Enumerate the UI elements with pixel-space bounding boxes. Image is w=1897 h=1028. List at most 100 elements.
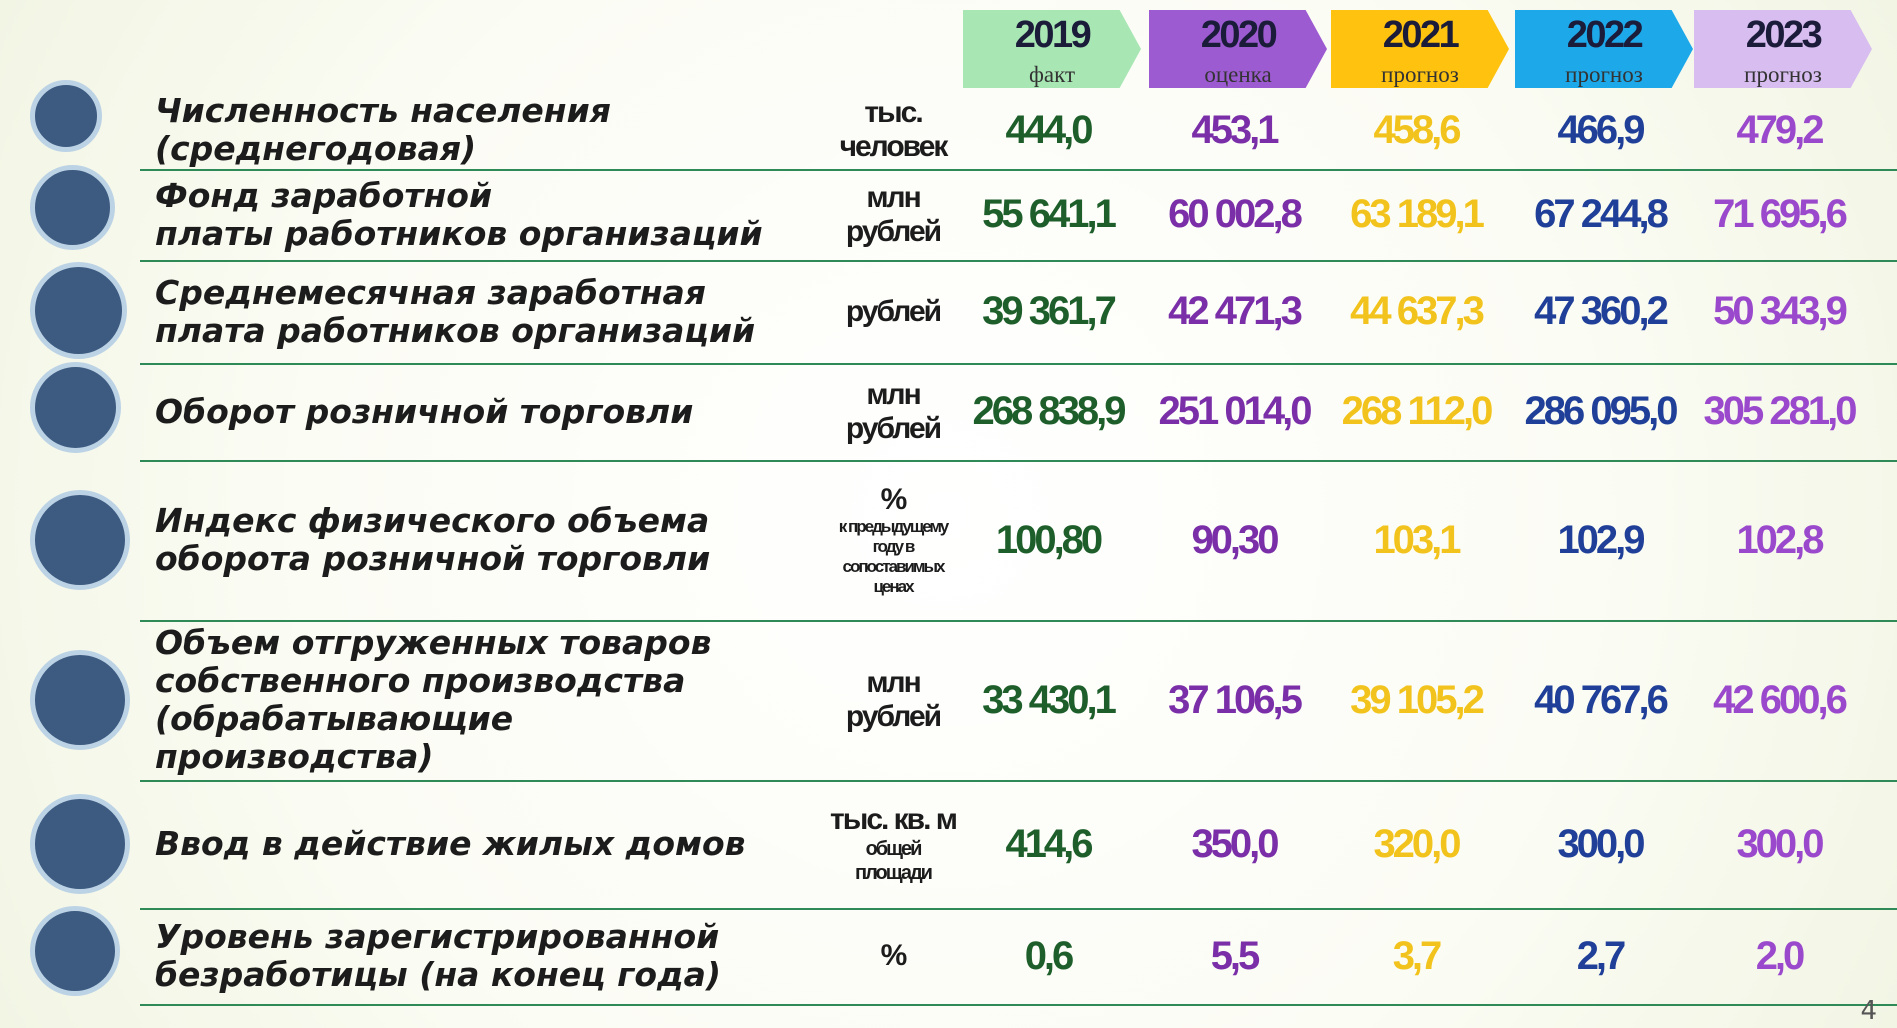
row-value: 3,7 [1392, 933, 1443, 978]
row-label: Ввод в действие жилых домов [155, 780, 815, 908]
label-line: плата работников организаций [155, 310, 756, 350]
row-value: 44 637,3 [1350, 289, 1485, 333]
row-value: 268 112,0 [1341, 389, 1494, 433]
year-tab: 2023 прогноз [1694, 10, 1872, 88]
row-label: Среднемесячная заработная плата работнико… [155, 260, 815, 363]
row-unit: млн рублей [820, 620, 966, 780]
unit-line: рублей [845, 700, 942, 733]
row-unit: % к предыдущему году в сопоставимых ценах [820, 460, 966, 620]
row-value: 286 095,0 [1524, 389, 1679, 433]
row-value: 42 471,3 [1168, 289, 1303, 333]
row-value: 102,9 [1557, 517, 1645, 562]
unit-line: млн [866, 377, 921, 411]
row-unit: тыс. кв. м общей площади [820, 780, 966, 908]
row-value: 466,9 [1557, 107, 1645, 152]
row-value: 320,0 [1373, 821, 1461, 866]
row-value: 350,0 [1191, 821, 1279, 866]
row-value: 300,0 [1557, 821, 1645, 866]
label-line: (обрабатывающие [155, 699, 514, 738]
row-value: 50 343,9 [1713, 289, 1848, 333]
row-value: 251 014,0 [1158, 389, 1313, 433]
row-icon [30, 261, 127, 359]
label-line: производства) [155, 737, 434, 776]
row-value: 55 641,1 [982, 192, 1117, 236]
row-value: 47 360,2 [1534, 289, 1669, 333]
row-label: Оборот розничной торговли [155, 363, 815, 460]
row-value: 42 600,6 [1713, 677, 1848, 722]
row-separator [140, 1004, 1897, 1006]
year-status: оценка [1204, 62, 1272, 87]
row-separator [140, 780, 1897, 782]
row-label: Объем отгруженных товаров собственного пр… [155, 620, 815, 780]
row-value: 37 106,5 [1168, 677, 1303, 722]
unit-line: % [880, 483, 908, 516]
row-label: Индекс физического объема оборота розничн… [155, 460, 815, 620]
label-line: Ввод в действие жилых домов [155, 824, 746, 863]
row-value: 103,1 [1373, 517, 1461, 562]
row-label: Численность населения (среднегодовая) [155, 91, 815, 169]
row-value: 453,1 [1191, 107, 1279, 152]
row-value: 40 767,6 [1534, 677, 1669, 722]
unit-line: ценах [873, 577, 914, 596]
row-value: 90,30 [1191, 517, 1279, 562]
row-value: 39 361,7 [982, 289, 1117, 333]
row-value: 268 838,9 [972, 389, 1127, 433]
row-value: 63 189,1 [1350, 192, 1485, 236]
unit-line: человек [839, 130, 949, 163]
row-separator [140, 169, 1897, 171]
row-label: Уровень зарегистрированной безработицы (н… [155, 908, 815, 1004]
row-value: 300,0 [1736, 821, 1824, 866]
label-line: платы работников организаций [155, 213, 763, 253]
row-value: 2,0 [1755, 933, 1806, 978]
row-value: 102,8 [1736, 517, 1824, 562]
unit-line: тыс. [864, 96, 923, 129]
page-number: 4 [1860, 996, 1877, 1026]
label-line: Численность населения [155, 91, 611, 130]
year-tab: 2020 оценка [1149, 10, 1327, 88]
label-line: безработицы (на конец года) [155, 955, 721, 994]
year-status: прогноз [1744, 62, 1822, 87]
unit-line: сопоставимых [842, 557, 946, 576]
row-icon [30, 361, 121, 453]
row-value: 2,7 [1576, 933, 1627, 978]
row-icon [30, 164, 115, 250]
unit-line: % [880, 939, 908, 972]
row-unit: % [820, 908, 966, 1004]
row-icon [30, 794, 130, 894]
year-status: прогноз [1565, 62, 1643, 87]
row-separator [140, 908, 1897, 910]
unit-line: тыс. кв. м [830, 803, 958, 836]
year: 2021 [1382, 14, 1460, 56]
row-value: 67 244,8 [1534, 192, 1669, 236]
unit-line: млн [866, 180, 921, 214]
unit-line: площади [855, 862, 933, 884]
row-unit: млн рублей [820, 169, 966, 260]
year: 2019 [1014, 14, 1092, 56]
year-status: факт [1028, 62, 1076, 87]
row-icon [30, 80, 102, 152]
unit-line: млн [866, 666, 921, 699]
label-line: Уровень зарегистрированной [155, 917, 720, 956]
row-unit: рублей [820, 260, 966, 363]
label-line: Оборот розничной торговли [155, 391, 694, 431]
unit-line: рублей [845, 294, 942, 328]
year: 2023 [1745, 14, 1823, 56]
year: 2022 [1566, 14, 1644, 56]
row-value: 0,6 [1024, 933, 1075, 978]
unit-line: общей [865, 838, 923, 860]
row-icon [30, 650, 130, 750]
label-line: Среднемесячная заработная [155, 272, 706, 312]
row-icon [30, 490, 130, 590]
unit-line: к предыдущему [838, 517, 949, 536]
row-value: 458,6 [1373, 107, 1461, 152]
label-line: Индекс физического объема [155, 501, 710, 540]
row-icon [30, 906, 120, 996]
year-status: прогноз [1381, 62, 1459, 87]
row-separator [140, 260, 1897, 262]
unit-line: году в [872, 537, 916, 556]
row-value: 414,6 [1005, 821, 1093, 866]
unit-line: рублей [845, 411, 942, 445]
row-value: 39 105,2 [1350, 677, 1485, 722]
label-line: оборота розничной торговли [155, 539, 711, 578]
